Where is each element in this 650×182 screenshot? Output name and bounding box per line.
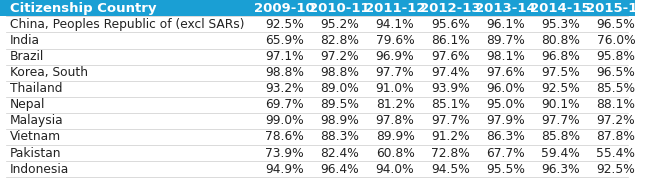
Text: 73.9%: 73.9% (265, 147, 304, 160)
Text: 81.2%: 81.2% (376, 98, 415, 111)
Text: 82.8%: 82.8% (320, 34, 359, 47)
Text: 59.4%: 59.4% (541, 147, 580, 160)
Text: 78.6%: 78.6% (265, 130, 304, 143)
Text: Pakistan: Pakistan (10, 147, 61, 160)
Text: 91.0%: 91.0% (376, 82, 414, 95)
Text: 95.6%: 95.6% (431, 18, 469, 31)
Text: 85.1%: 85.1% (431, 98, 470, 111)
Text: 97.6%: 97.6% (431, 50, 469, 63)
Text: 95.8%: 95.8% (597, 50, 635, 63)
Text: 97.5%: 97.5% (541, 66, 580, 79)
Text: 87.8%: 87.8% (597, 130, 635, 143)
Text: 97.7%: 97.7% (431, 114, 469, 127)
Text: 96.8%: 96.8% (541, 50, 580, 63)
Text: 96.9%: 96.9% (376, 50, 414, 63)
Text: 89.5%: 89.5% (320, 98, 359, 111)
Text: 97.2%: 97.2% (320, 50, 359, 63)
Text: Malaysia: Malaysia (10, 114, 63, 127)
Text: 95.5%: 95.5% (486, 163, 525, 176)
Text: Vietnam: Vietnam (10, 130, 60, 143)
Text: Thailand: Thailand (10, 82, 62, 95)
Text: 89.0%: 89.0% (320, 82, 359, 95)
Text: 95.2%: 95.2% (320, 18, 359, 31)
Text: 96.5%: 96.5% (597, 18, 635, 31)
Text: Nepal: Nepal (10, 98, 45, 111)
Text: 94.5%: 94.5% (431, 163, 469, 176)
Text: 92.5%: 92.5% (597, 163, 635, 176)
Text: 82.4%: 82.4% (320, 147, 359, 160)
Text: 96.0%: 96.0% (486, 82, 525, 95)
Text: 98.8%: 98.8% (320, 66, 359, 79)
Text: 94.0%: 94.0% (376, 163, 414, 176)
Text: 67.7%: 67.7% (486, 147, 525, 160)
Text: 86.3%: 86.3% (486, 130, 525, 143)
Text: 65.9%: 65.9% (265, 34, 304, 47)
Text: 89.9%: 89.9% (376, 130, 415, 143)
Text: Indonesia: Indonesia (10, 163, 69, 176)
Text: 95.3%: 95.3% (541, 18, 580, 31)
Text: 2012-13: 2012-13 (420, 2, 480, 15)
Text: 2014-15: 2014-15 (530, 2, 591, 15)
Text: 94.9%: 94.9% (265, 163, 304, 176)
Text: 98.9%: 98.9% (320, 114, 359, 127)
Text: 2015-16: 2015-16 (586, 2, 646, 15)
Text: 86.1%: 86.1% (431, 34, 469, 47)
Text: 88.1%: 88.1% (597, 98, 635, 111)
Text: 97.7%: 97.7% (376, 66, 414, 79)
Text: 55.4%: 55.4% (597, 147, 635, 160)
Text: Korea, South: Korea, South (10, 66, 88, 79)
Text: 76.0%: 76.0% (597, 34, 635, 47)
Text: 94.1%: 94.1% (376, 18, 414, 31)
Text: 92.5%: 92.5% (265, 18, 304, 31)
Text: 97.4%: 97.4% (431, 66, 469, 79)
Text: India: India (10, 34, 40, 47)
Text: 96.4%: 96.4% (320, 163, 359, 176)
Text: 95.0%: 95.0% (486, 98, 525, 111)
Text: 93.9%: 93.9% (431, 82, 469, 95)
Text: 79.6%: 79.6% (376, 34, 414, 47)
Text: 93.2%: 93.2% (265, 82, 304, 95)
Text: 85.5%: 85.5% (596, 82, 635, 95)
Text: 89.7%: 89.7% (486, 34, 525, 47)
Text: 97.7%: 97.7% (541, 114, 580, 127)
Text: 96.3%: 96.3% (541, 163, 580, 176)
Text: 99.0%: 99.0% (265, 114, 304, 127)
Text: 2011-12: 2011-12 (365, 2, 425, 15)
Text: 88.3%: 88.3% (320, 130, 359, 143)
Text: 91.2%: 91.2% (431, 130, 469, 143)
Text: 92.5%: 92.5% (541, 82, 580, 95)
Text: 96.1%: 96.1% (486, 18, 525, 31)
Text: 97.2%: 97.2% (597, 114, 635, 127)
Text: Brazil: Brazil (10, 50, 44, 63)
Text: 97.6%: 97.6% (486, 66, 525, 79)
Text: 98.8%: 98.8% (265, 66, 304, 79)
Text: Citizenship Country: Citizenship Country (10, 2, 156, 15)
Text: 72.8%: 72.8% (431, 147, 469, 160)
Text: 97.8%: 97.8% (376, 114, 415, 127)
Text: China, Peoples Republic of (excl SARs): China, Peoples Republic of (excl SARs) (10, 18, 244, 31)
Text: 80.8%: 80.8% (541, 34, 580, 47)
Text: 90.1%: 90.1% (541, 98, 580, 111)
Text: 69.7%: 69.7% (265, 98, 304, 111)
Text: 85.8%: 85.8% (541, 130, 580, 143)
Text: 2013-14: 2013-14 (475, 2, 536, 15)
Text: 97.9%: 97.9% (486, 114, 525, 127)
Text: 96.5%: 96.5% (597, 66, 635, 79)
FancyBboxPatch shape (0, 0, 634, 16)
Text: 97.1%: 97.1% (265, 50, 304, 63)
Text: 60.8%: 60.8% (376, 147, 415, 160)
Text: 98.1%: 98.1% (486, 50, 525, 63)
Text: 2010-11: 2010-11 (309, 2, 370, 15)
Text: 2009-10: 2009-10 (254, 2, 315, 15)
